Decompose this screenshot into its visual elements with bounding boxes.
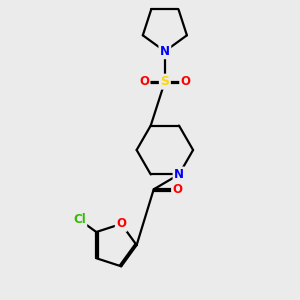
Text: O: O (181, 75, 191, 88)
Text: O: O (172, 183, 182, 196)
Text: S: S (160, 75, 169, 88)
Text: Cl: Cl (73, 213, 86, 226)
Text: N: N (160, 45, 170, 58)
Text: O: O (139, 75, 149, 88)
Text: N: N (174, 168, 184, 181)
Text: O: O (116, 218, 126, 230)
